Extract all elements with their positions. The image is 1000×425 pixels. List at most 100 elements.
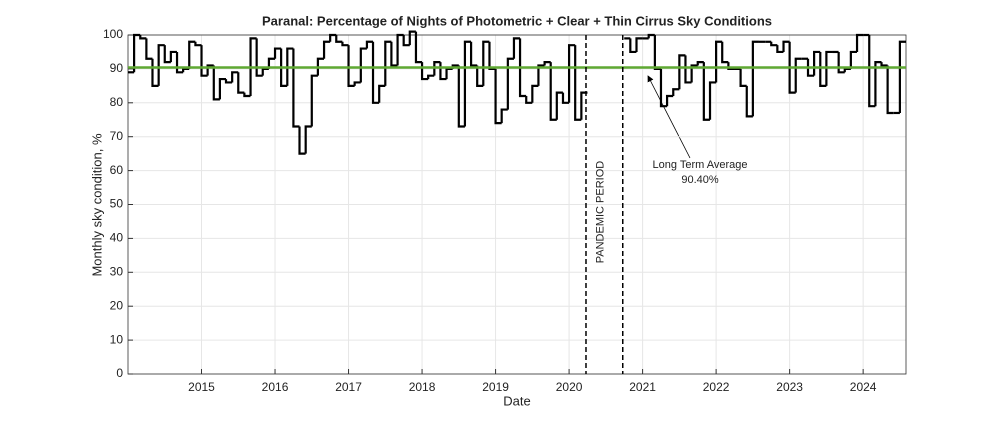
step-segment [549,62,557,121]
step-segment [463,40,472,127]
step-segment [200,45,208,77]
y-tick-label: 20 [110,298,124,312]
step-segment [782,40,790,52]
step-segment [518,38,527,98]
x-tick-label: 2024 [850,380,877,394]
step-segment [261,67,269,76]
step-segment [702,62,710,121]
step-segment [837,51,845,74]
step-segment [457,65,465,128]
step-segment [353,81,361,86]
step-segment [188,40,196,69]
y-tick-label: 100 [103,27,123,41]
step-segment [635,37,643,52]
step-segment [567,44,576,103]
step-segment [684,55,692,84]
step-segment [806,58,815,77]
step-segment [169,50,177,63]
x-axis-label: Date [503,393,530,408]
step-segment [788,41,796,94]
step-segment [224,79,233,84]
step-segment [408,30,416,46]
step-segment [690,64,698,83]
step-segment [249,37,257,97]
step-segment [849,50,857,69]
step-segment [721,41,729,64]
x-tick-label: 2020 [556,380,583,394]
step-segment [359,47,367,83]
chart-title: Paranal: Percentage of Nights of Photome… [262,13,772,28]
step-segment [384,40,392,86]
step-segment [874,61,882,107]
step-segment [855,33,864,52]
step-segment [390,41,398,67]
step-segment [653,35,661,70]
step-segment [794,57,802,93]
step-segment [402,35,410,47]
step-segment [445,67,453,80]
step-segment [280,48,288,87]
step-segment [525,96,533,104]
step-segment [843,67,851,73]
step-segment [347,45,355,87]
step-segment [770,41,778,47]
x-tick-label: 2018 [409,380,436,394]
step-segment [255,38,263,77]
step-segment [659,68,668,108]
average-text: Long Term Average [653,159,748,171]
step-segment [561,92,570,104]
step-segment [304,125,312,154]
step-segment [329,33,337,42]
step-segment [531,84,539,103]
step-segment [194,41,202,47]
step-segment [512,37,521,59]
step-segment [427,74,435,80]
step-segment [286,47,294,86]
step-segment [310,74,318,127]
step-segment [218,77,226,100]
step-segment [776,45,784,54]
step-segment [868,35,876,108]
y-tick-label: 0 [116,366,123,380]
step-segment [629,38,637,54]
step-segment [555,91,563,120]
step-segment [543,61,551,66]
x-tick-label: 2022 [703,380,730,394]
y-tick-label: 80 [110,95,124,109]
step-segment [145,38,153,60]
step-segment [665,94,674,107]
y-tick-label: 30 [110,264,124,278]
step-segment [243,92,251,98]
x-tick-label: 2017 [335,380,362,394]
step-segment [482,40,490,86]
step-segment [696,61,704,66]
step-segment [267,57,276,69]
step-segment [537,64,545,86]
step-segment [886,65,894,115]
step-segment [672,88,680,97]
step-segment [751,40,759,117]
step-segment [715,40,723,83]
step-segment [378,84,386,103]
step-segment [488,41,496,70]
step-segment [898,40,906,113]
step-segment [335,35,343,43]
step-segment [727,62,735,70]
y-tick-label: 50 [110,197,124,211]
y-tick-label: 40 [110,231,124,245]
y-tick-label: 60 [110,163,124,177]
step-segment [819,51,827,87]
annotation-arrow [647,75,691,159]
step-segment [396,33,404,66]
step-segment [175,51,184,74]
step-segment [212,65,220,101]
x-tick-label: 2016 [262,380,289,394]
y-tick-label: 70 [110,129,124,143]
step-segment [825,50,833,86]
step-segment [316,57,324,76]
step-segment [298,126,306,155]
step-segment [182,67,190,73]
step-segment [745,85,753,118]
step-segment [322,40,331,59]
